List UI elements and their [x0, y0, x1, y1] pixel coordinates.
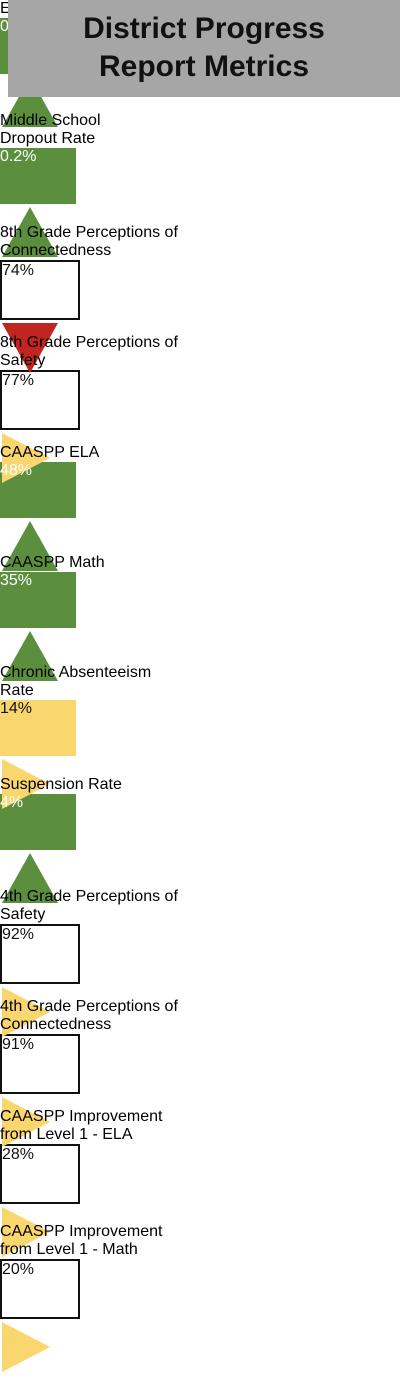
- value-box: 4%: [0, 794, 76, 850]
- trend-arrow: [2, 1322, 50, 1372]
- title-line: Connectedness: [0, 1016, 112, 1033]
- title-line: from Level 1 - ELA: [0, 1126, 133, 1143]
- metric-title: 8th Grade Perceptions of Connectedness: [0, 224, 192, 260]
- metric-title: 8th Grade Perceptions of Safety: [0, 334, 192, 370]
- trend-triangle: [2, 207, 58, 257]
- metric-card: Chronic Absenteeism Rate 14%: [0, 664, 192, 809]
- title-line: CAASPP Improvement: [0, 1223, 163, 1240]
- header: District Progress Report Metrics: [8, 0, 400, 97]
- title-line: CAASPP ELA: [0, 444, 100, 461]
- title-line: 8th Grade Perceptions of: [0, 334, 178, 351]
- title-line: from Level 1 - Math: [0, 1241, 138, 1258]
- metric-title: CAASPP Math: [0, 554, 192, 572]
- title-line: 8th Grade Perceptions of: [0, 224, 178, 241]
- value-box: 35%: [0, 572, 76, 628]
- title-line: Connectedness: [0, 242, 112, 259]
- title-line: Safety: [0, 906, 46, 923]
- trend-triangle: [2, 323, 58, 373]
- metric-card: 8th Grade Perceptions of Safety 77%: [0, 334, 192, 483]
- metric-card: 4th Grade Perceptions of Connectedness 91%: [0, 998, 192, 1147]
- metric-card: CAASPP Math 35%: [0, 554, 192, 681]
- value-box: 0.2%: [0, 148, 76, 204]
- metric-title: Suspension Rate: [0, 776, 192, 794]
- metric-title: CAASPP ELA: [0, 444, 192, 462]
- title-line: Chronic Absenteeism: [0, 664, 152, 681]
- value-box: 20%: [0, 1259, 80, 1319]
- metric-title: Chronic Absenteeism Rate: [0, 664, 192, 700]
- trend-triangle: [2, 631, 58, 681]
- value-box: 77%: [0, 370, 80, 430]
- trend-arrow: [2, 521, 58, 571]
- trend-arrow: [2, 77, 58, 127]
- title-line: 4th Grade Perceptions of: [0, 888, 178, 905]
- trend-arrow: [2, 323, 58, 373]
- header-title: Report Metrics: [98, 50, 310, 83]
- value-box: 74%: [0, 260, 80, 320]
- title-line: Rate: [0, 682, 34, 699]
- metric-title: 4th Grade Perceptions of Connectedness: [0, 998, 192, 1034]
- metric-title: Middle School Dropout Rate: [0, 112, 192, 148]
- title-line: CAASPP Math: [0, 554, 105, 571]
- metric-card: Middle School Dropout Rate 0.2%: [0, 112, 192, 257]
- metric-card: CAASPP Improvement from Level 1 - ELA 28%: [0, 1108, 192, 1257]
- value-box: 48%: [0, 462, 76, 518]
- metric-title: CAASPP Improvement from Level 1 - ELA: [0, 1108, 192, 1144]
- metric-card: 8th Grade Perceptions of Connectedness 74%: [0, 224, 192, 373]
- trend-triangle: [2, 1322, 50, 1372]
- title-line: Safety: [0, 352, 46, 369]
- metric-card: 4th Grade Perceptions of Safety 92%: [0, 888, 192, 1037]
- title-line: Suspension Rate: [0, 776, 122, 793]
- title-line: 4th Grade Perceptions of: [0, 998, 178, 1015]
- trend-arrow: [2, 631, 58, 681]
- metric-title: CAASPP Improvement from Level 1 - Math: [0, 1223, 192, 1259]
- value-box: 91%: [0, 1034, 80, 1094]
- metric-card: Suspension Rate 4%: [0, 776, 192, 903]
- title-line: CAASPP Improvement: [0, 1108, 163, 1125]
- value-box: 28%: [0, 1144, 80, 1204]
- trend-arrow: [2, 207, 58, 257]
- title-line: Middle School: [0, 112, 101, 129]
- title-line: Dropout Rate: [0, 130, 96, 147]
- metric-card: CAASPP Improvement from Level 1 - Math 20%: [0, 1223, 192, 1372]
- metric-title: 4th Grade Perceptions of Safety: [0, 888, 192, 924]
- trend-triangle: [2, 521, 58, 571]
- value-box: 92%: [0, 924, 80, 984]
- trend-triangle: [2, 77, 58, 127]
- value-box: 14%: [0, 700, 76, 756]
- header-title: District Progress: [83, 12, 325, 45]
- metric-card: CAASPP ELA 48%: [0, 444, 192, 571]
